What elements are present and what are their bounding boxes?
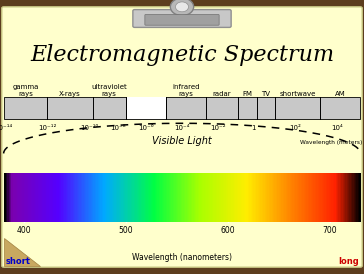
Text: 10⁻⁴: 10⁻⁴ (174, 125, 190, 131)
Text: radar: radar (213, 91, 232, 97)
Text: short: short (5, 257, 31, 266)
Text: 500: 500 (119, 226, 133, 235)
Text: 10⁴: 10⁴ (331, 125, 343, 131)
Text: 10⁻²: 10⁻² (211, 125, 226, 131)
Bar (4, 97, 360, 119)
Text: 600: 600 (221, 226, 235, 235)
Text: 10⁻⁸: 10⁻⁸ (111, 125, 126, 131)
Text: 10⁻¹⁴: 10⁻¹⁴ (0, 125, 13, 131)
Text: Wavelength (meters): Wavelength (meters) (300, 140, 362, 145)
Text: X-rays: X-rays (59, 91, 81, 97)
Text: shortwave: shortwave (280, 91, 316, 97)
Text: gamma
rays: gamma rays (12, 84, 39, 97)
Text: Visible Light: Visible Light (152, 136, 212, 146)
Text: 10⁻⁶: 10⁻⁶ (138, 125, 153, 131)
Text: 10⁻¹²: 10⁻¹² (38, 125, 56, 131)
Text: long: long (338, 257, 359, 266)
Text: 10²: 10² (289, 125, 301, 131)
Text: 10⁻¹⁰: 10⁻¹⁰ (80, 125, 98, 131)
Bar (126, 97, 166, 119)
Text: AM: AM (335, 91, 346, 97)
FancyBboxPatch shape (133, 10, 231, 27)
Text: FM: FM (242, 91, 253, 97)
Text: Electromagnetic Spectrum: Electromagnetic Spectrum (30, 44, 334, 66)
Polygon shape (4, 238, 40, 266)
FancyBboxPatch shape (145, 15, 219, 25)
Text: 700: 700 (323, 226, 337, 235)
Text: 1: 1 (251, 125, 255, 131)
Text: TV: TV (261, 91, 270, 97)
Circle shape (170, 0, 194, 16)
Text: infrared
rays: infrared rays (172, 84, 199, 97)
Circle shape (175, 2, 189, 12)
FancyBboxPatch shape (2, 7, 362, 267)
Text: ultraviolet
rays: ultraviolet rays (91, 84, 127, 97)
Text: Wavelength (nanometers): Wavelength (nanometers) (132, 253, 232, 262)
Text: 400: 400 (17, 226, 31, 235)
